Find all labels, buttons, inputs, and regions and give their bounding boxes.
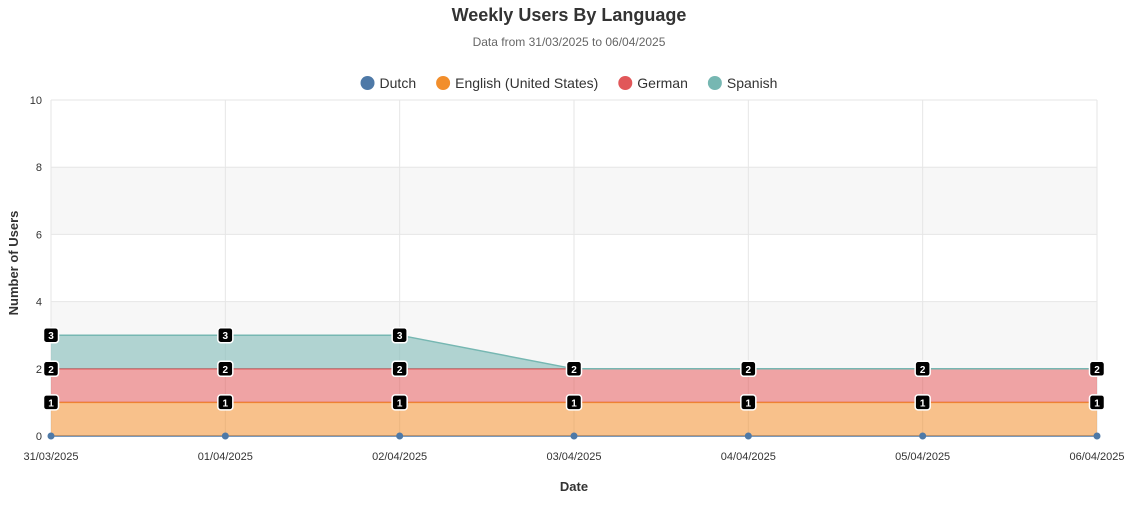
y-tick-label: 6 (36, 229, 42, 241)
x-axis-ticks: 31/03/2025 01/04/2025 02/04/2025 03/04/2025… (23, 451, 1124, 463)
data-label: 1 (740, 394, 757, 411)
x-tick-label: 02/04/2025 (372, 451, 427, 463)
area-spanish (51, 335, 1097, 369)
legend-label: English (United States) (455, 75, 598, 91)
data-labels: 1 1 1 1 1 1 1 2 2 2 2 2 2 2 3 3 3 (42, 326, 1106, 411)
data-label-box (914, 360, 931, 378)
data-label-text: 2 (920, 365, 926, 376)
data-label-box (42, 326, 60, 344)
point-dutch (221, 432, 229, 440)
legend-label: German (637, 75, 688, 91)
data-label-box (391, 326, 408, 344)
data-label: 1 (391, 394, 408, 411)
x-tick-label: 01/04/2025 (198, 451, 253, 463)
legend-item: German (618, 75, 688, 91)
data-label: 1 (217, 394, 234, 411)
y-tick-label: 2 (36, 364, 42, 376)
y-axis-title: Number of Users (6, 211, 21, 316)
legend-label: Dutch (380, 75, 417, 91)
data-label: 1 (1088, 394, 1106, 411)
point-dutch (744, 432, 752, 440)
legend-item: Spanish (707, 75, 778, 91)
data-label-text: 2 (1094, 365, 1100, 376)
data-label-box (1088, 394, 1106, 411)
data-label-box (565, 394, 583, 411)
data-label-text: 3 (223, 331, 229, 342)
data-label: 1 (565, 394, 583, 411)
data-label: 2 (565, 360, 583, 378)
point-dutch (396, 432, 404, 440)
point-dutch (1093, 432, 1101, 440)
data-label-box (391, 394, 408, 411)
x-tick-label: 06/04/2025 (1069, 451, 1124, 463)
data-label-text: 1 (397, 398, 403, 409)
data-label-box (740, 394, 757, 411)
y-tick-label: 0 (36, 431, 42, 443)
data-label-box (740, 360, 757, 378)
data-label-text: 3 (397, 331, 403, 342)
data-label: 3 (42, 326, 60, 344)
point-dutch (570, 432, 578, 440)
data-label-box (42, 360, 60, 378)
legend-swatch (436, 76, 451, 90)
data-label: 3 (217, 326, 234, 344)
y-tick-label: 10 (30, 95, 42, 107)
data-label-text: 1 (48, 398, 54, 409)
data-label-box (217, 326, 234, 344)
data-label-box (391, 360, 408, 378)
y-tick-label: 8 (36, 162, 42, 174)
area-german (51, 368, 1097, 403)
x-tick-label: 05/04/2025 (895, 451, 950, 463)
legend-swatch (618, 76, 633, 90)
data-label: 1 (42, 394, 60, 411)
data-label-text: 2 (746, 365, 752, 376)
chart-subtitle: Data from 31/03/2025 to 06/04/2025 (473, 35, 666, 49)
legend: Dutch English (United States) German Spanis… (360, 75, 778, 91)
data-label-box (1088, 360, 1106, 378)
data-label: 3 (391, 326, 408, 344)
data-label-text: 3 (48, 331, 54, 342)
x-tick-label: 04/04/2025 (721, 451, 776, 463)
data-label-text: 1 (223, 398, 229, 409)
point-dutch (919, 432, 927, 440)
series-markers (47, 432, 1101, 440)
data-label-text: 2 (397, 365, 403, 376)
data-label-text: 2 (223, 365, 229, 376)
data-label-box (217, 360, 234, 378)
data-label-text: 1 (571, 398, 577, 409)
y-tick-label: 4 (36, 297, 42, 309)
legend-item: Dutch (360, 75, 417, 91)
data-label-text: 1 (1094, 398, 1100, 409)
x-tick-label: 03/04/2025 (546, 451, 601, 463)
data-label: 2 (914, 360, 931, 378)
data-label-box (565, 360, 583, 378)
data-label-text: 2 (48, 365, 54, 376)
legend-swatch (360, 76, 375, 90)
data-label: 2 (217, 360, 234, 378)
data-label-box (914, 394, 931, 411)
legend-swatch (707, 76, 722, 90)
data-label: 2 (740, 360, 757, 378)
data-label-box (42, 394, 60, 411)
x-axis-title: Date (560, 479, 588, 494)
data-label-box (217, 394, 234, 411)
chart-title: Weekly Users By Language (452, 5, 687, 25)
legend-label: Spanish (727, 75, 778, 91)
data-label: 2 (391, 360, 408, 378)
data-label: 2 (42, 360, 60, 378)
data-label-text: 2 (571, 365, 577, 376)
point-dutch (47, 432, 55, 440)
y-axis-ticks: 0 2 4 6 8 10 (30, 95, 42, 443)
legend-item: English (United States) (436, 75, 598, 91)
data-label-text: 1 (746, 398, 752, 409)
data-label: 2 (1088, 360, 1106, 378)
x-tick-label: 31/03/2025 (23, 451, 78, 463)
data-label-text: 1 (920, 398, 926, 409)
data-label: 1 (914, 394, 931, 411)
area-english-united-states (51, 402, 1097, 436)
